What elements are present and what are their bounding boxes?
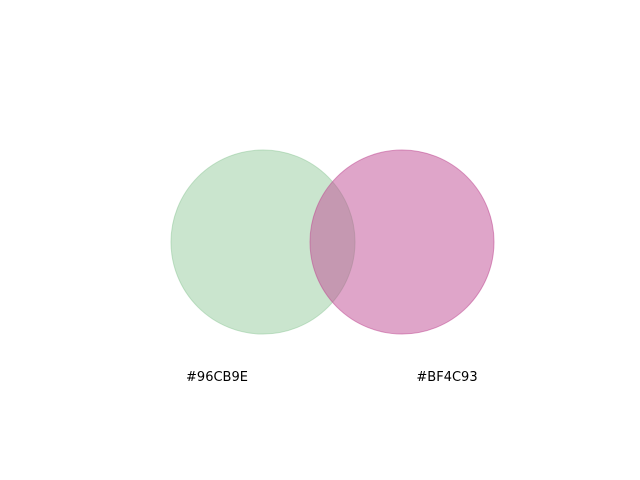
venn-label-left: #96CB9E	[186, 370, 248, 385]
venn-label-right: #BF4C93	[416, 370, 477, 385]
venn-circle-right	[309, 149, 495, 335]
